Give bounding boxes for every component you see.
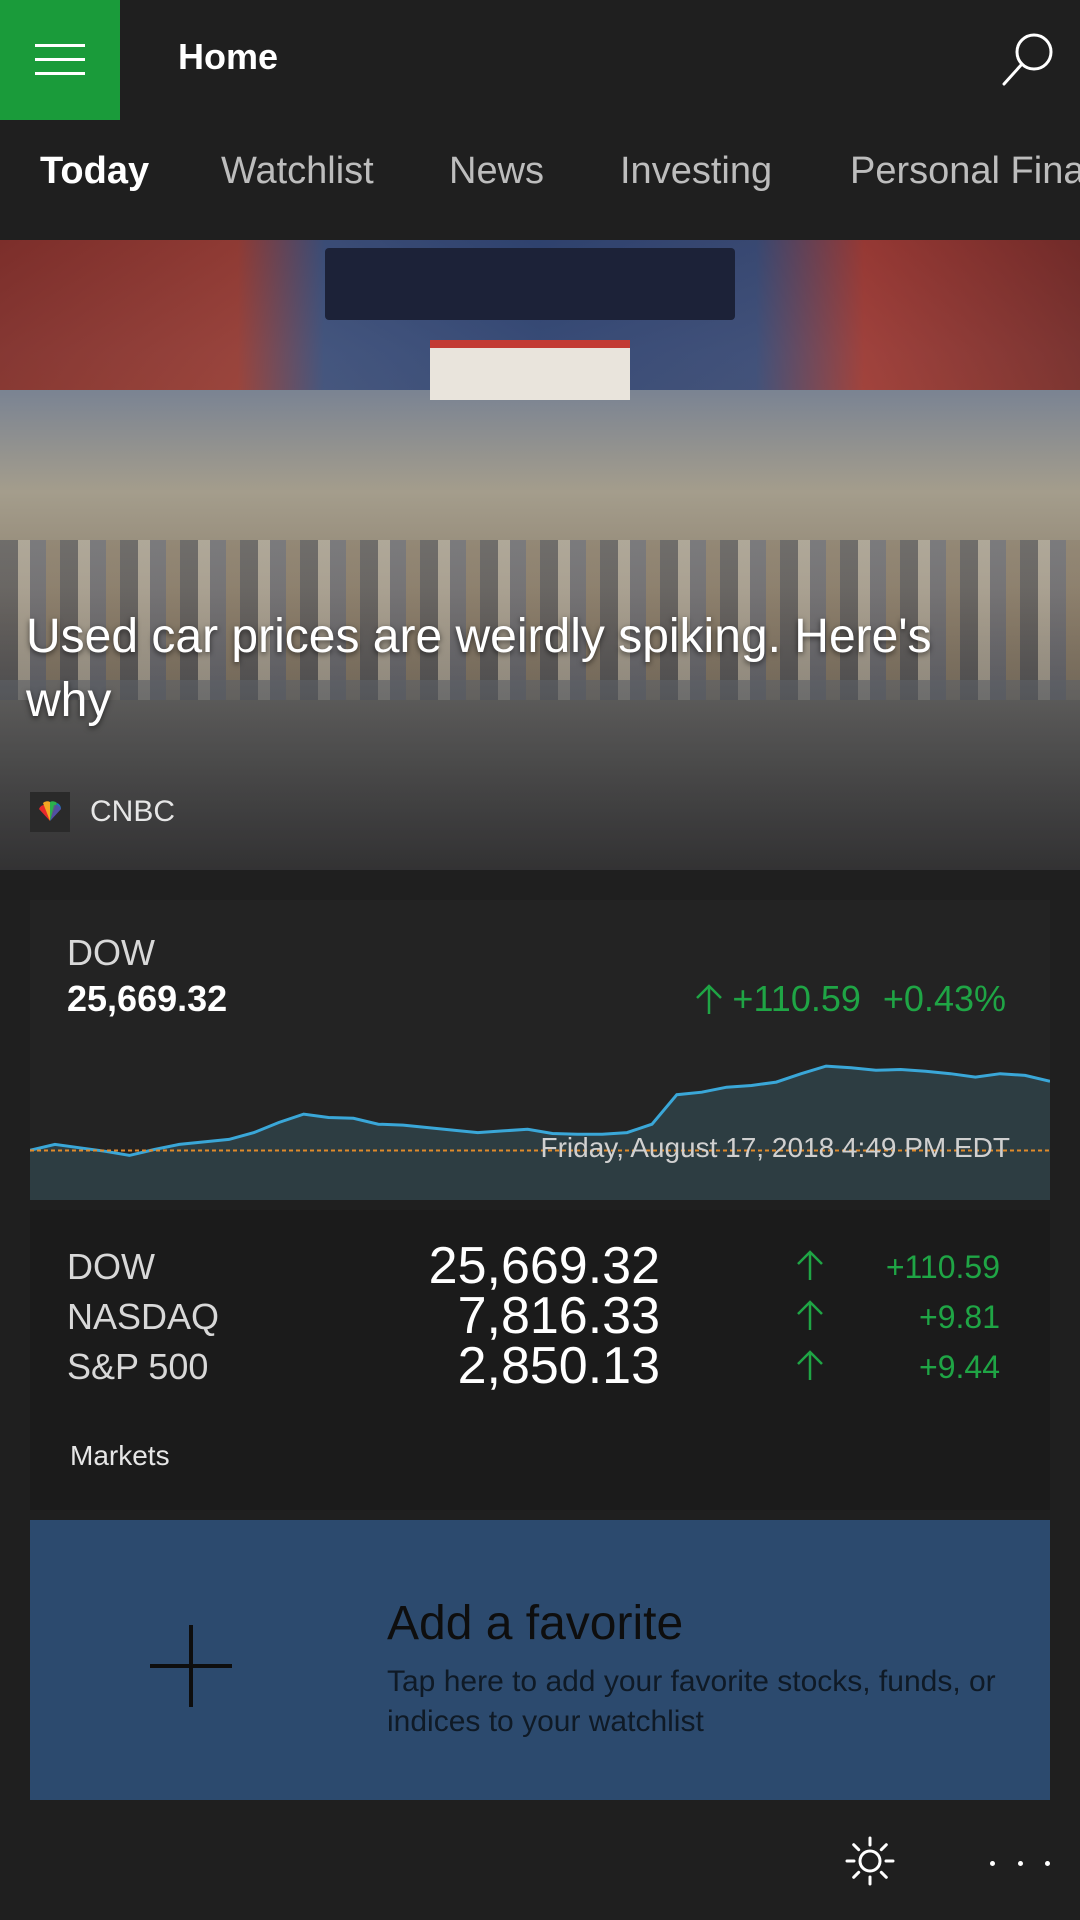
add-favorite-description: Tap here to add your favorite stocks, fu… bbox=[387, 1665, 996, 1738]
market-change: +9.44 bbox=[919, 1349, 1000, 1385]
tab-watchlist[interactable]: Watchlist bbox=[221, 150, 374, 192]
market-value: 2,850.13 bbox=[457, 1337, 660, 1395]
bottom-app-bar bbox=[0, 1800, 1080, 1920]
market-value: 7,816.33 bbox=[457, 1287, 660, 1345]
markets-summary-card[interactable]: DOW 25,669.32 +110.59 NASDAQ 7,816.33 +9… bbox=[30, 1210, 1050, 1510]
cnbc-logo-icon bbox=[30, 792, 70, 832]
hamburger-menu-button[interactable] bbox=[0, 0, 120, 120]
dow-chart-card[interactable]: DOW 25,669.32 +110.59 +0.43% Friday, Aug… bbox=[30, 900, 1050, 1200]
market-change: +110.59 bbox=[885, 1249, 1000, 1285]
chart-series-line bbox=[30, 1064, 1050, 1157]
title-bar: Home bbox=[0, 0, 1080, 120]
market-name: NASDAQ bbox=[67, 1296, 220, 1337]
market-row-nasdaq[interactable]: NASDAQ 7,816.33 +9.81 bbox=[30, 1288, 1050, 1344]
up-arrow-icon bbox=[797, 1250, 823, 1280]
up-arrow-icon bbox=[797, 1300, 823, 1330]
theme-toggle-button[interactable] bbox=[845, 1836, 895, 1891]
chart-change-value: +110.59 bbox=[732, 978, 861, 1019]
up-arrow-icon bbox=[797, 1350, 823, 1380]
chart-change: +110.59 +0.43% bbox=[694, 978, 1006, 1020]
market-row-dow[interactable]: DOW 25,669.32 +110.59 bbox=[30, 1238, 1050, 1294]
up-arrow-icon bbox=[696, 984, 723, 1014]
add-favorite-card[interactable]: Add a favorite Tap here to add your favo… bbox=[30, 1520, 1050, 1800]
chart-index-value: 25,669.32 bbox=[67, 978, 228, 1019]
hero-image-crowd bbox=[0, 540, 1080, 700]
market-change: +9.81 bbox=[919, 1299, 1000, 1335]
more-options-button[interactable] bbox=[990, 1848, 1050, 1878]
markets-link[interactable]: Markets bbox=[70, 1440, 170, 1471]
tab-bar: Today Watchlist News Investing Personal … bbox=[0, 120, 1080, 240]
tab-personal-finance[interactable]: Personal Finan bbox=[850, 150, 1080, 192]
hero-image-sign bbox=[430, 340, 630, 400]
hamburger-icon bbox=[35, 44, 85, 76]
tab-today[interactable]: Today bbox=[40, 150, 150, 192]
hero-image-banner bbox=[325, 248, 735, 320]
hero-source: CNBC bbox=[30, 792, 175, 832]
hero-image-floor bbox=[0, 680, 1080, 870]
hero-headline: Used car prices are weirdly spiking. Her… bbox=[26, 610, 932, 727]
search-icon bbox=[1002, 33, 1053, 86]
search-button[interactable] bbox=[996, 28, 1060, 92]
page-title: Home bbox=[178, 36, 279, 77]
chart-timestamp: Friday, August 17, 2018 4:49 PM EDT bbox=[540, 1132, 1010, 1163]
market-row-sp500[interactable]: S&P 500 2,850.13 +9.44 bbox=[30, 1338, 1050, 1394]
dow-intraday-chart bbox=[30, 1064, 1050, 1200]
sun-icon bbox=[845, 1836, 895, 1886]
market-name: DOW bbox=[67, 1246, 155, 1287]
plus-icon bbox=[150, 1625, 232, 1707]
chart-change-percent: +0.43% bbox=[882, 978, 1006, 1019]
market-value: 25,669.32 bbox=[428, 1237, 660, 1295]
hero-story-card[interactable]: Used car prices are weirdly spiking. Her… bbox=[0, 240, 1080, 870]
add-favorite-title: Add a favorite bbox=[387, 1597, 684, 1650]
hero-source-label: CNBC bbox=[90, 795, 176, 828]
tab-news[interactable]: News bbox=[449, 150, 545, 192]
tab-investing[interactable]: Investing bbox=[620, 150, 773, 192]
chart-area-fill bbox=[30, 1066, 1050, 1200]
more-icon bbox=[990, 1860, 995, 1866]
market-name: S&P 500 bbox=[67, 1346, 209, 1387]
chart-index-name: DOW bbox=[67, 932, 155, 973]
